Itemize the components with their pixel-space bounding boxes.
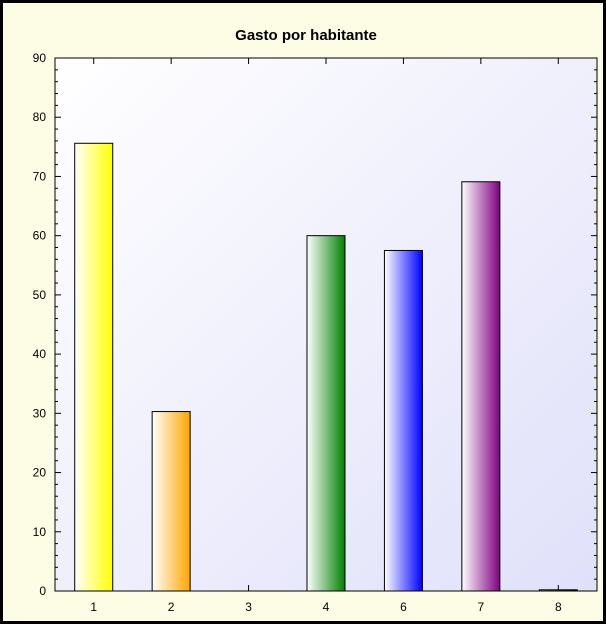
bar-4 xyxy=(306,235,346,592)
y-tick-label: 10 xyxy=(33,525,47,539)
chart-title: Gasto por habitante xyxy=(235,27,377,44)
x-tick-label: 7 xyxy=(478,600,485,614)
y-tick-label: 30 xyxy=(33,406,47,420)
bar-1 xyxy=(74,142,114,592)
x-tick-label: 8 xyxy=(555,600,562,614)
x-tick-label: 1 xyxy=(90,600,97,614)
bars xyxy=(74,142,578,592)
y-tick-label: 60 xyxy=(33,229,47,243)
bar-6 xyxy=(383,249,423,592)
y-tick-label: 80 xyxy=(33,110,47,124)
tick-labels: 0 10 20 30 40 50 60 70 80 90 1 2 3 4 6 7 8 xyxy=(33,51,562,614)
y-tick-label: 50 xyxy=(33,288,47,302)
x-tick-label: 4 xyxy=(323,600,330,614)
x-tick-label: 6 xyxy=(400,600,407,614)
x-tick-label: 3 xyxy=(245,600,252,614)
x-tick-label: 2 xyxy=(168,600,175,614)
y-tick-label: 0 xyxy=(39,584,46,598)
bar-2 xyxy=(151,411,191,592)
y-tick-label: 20 xyxy=(33,466,47,480)
bar-8 xyxy=(538,589,578,592)
y-tick-label: 90 xyxy=(33,51,47,65)
y-tick-label: 40 xyxy=(33,347,47,361)
chart-svg: Gasto por habitante 0 10 20 30 40 50 60 70 80 90 1… xyxy=(33,27,598,614)
bar-7 xyxy=(461,181,501,592)
y-tick-label: 70 xyxy=(33,169,47,183)
